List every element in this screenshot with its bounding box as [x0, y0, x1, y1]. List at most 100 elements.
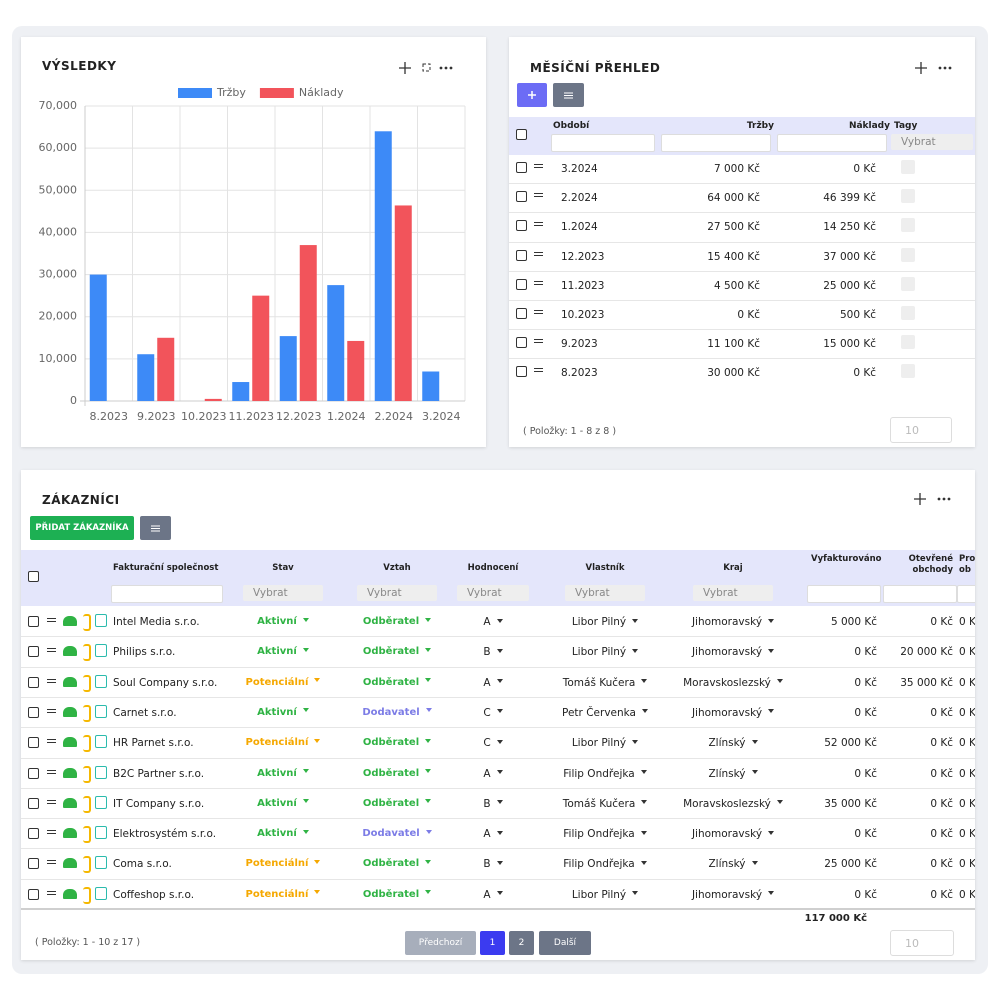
- add-contact-icon[interactable]: [63, 858, 77, 869]
- filter-input[interactable]: [777, 134, 887, 152]
- dropdown-caret[interactable]: [425, 708, 432, 715]
- dropdown-caret[interactable]: [302, 829, 309, 837]
- invoice-icon[interactable]: [83, 856, 91, 874]
- dropdown-caret[interactable]: [314, 890, 321, 897]
- dropdown-caret[interactable]: [425, 859, 432, 867]
- widget-tools[interactable]: [913, 61, 963, 75]
- checkbox[interactable]: [28, 828, 39, 840]
- filter-select[interactable]: Vybrat: [891, 134, 973, 150]
- next-button[interactable]: Další: [539, 931, 591, 955]
- calendar-icon[interactable]: [95, 735, 107, 749]
- filter-input[interactable]: [883, 585, 957, 603]
- invoice-icon[interactable]: [83, 765, 91, 783]
- checkbox[interactable]: [516, 220, 527, 232]
- dropdown-caret[interactable]: [302, 617, 309, 625]
- checkbox[interactable]: [28, 706, 39, 718]
- checkbox[interactable]: [28, 616, 39, 627]
- invoice-icon[interactable]: [83, 644, 91, 662]
- toolbar-buttons[interactable]: [517, 83, 587, 109]
- filter-select[interactable]: Vybrat: [457, 585, 529, 601]
- checkbox[interactable]: [516, 249, 527, 261]
- page-button[interactable]: 1: [480, 931, 505, 955]
- calendar-icon[interactable]: [95, 826, 107, 840]
- dropdown-caret[interactable]: [768, 618, 775, 626]
- dropdown-caret[interactable]: [496, 891, 503, 898]
- checkbox[interactable]: [516, 129, 527, 140]
- dropdown-caret[interactable]: [632, 891, 639, 898]
- add-tag-button[interactable]: [901, 335, 915, 350]
- calendar-icon[interactable]: [95, 765, 107, 779]
- dropdown-caret[interactable]: [496, 739, 503, 747]
- filter-select[interactable]: Vybrat: [565, 585, 645, 601]
- dropdown-caret[interactable]: [640, 860, 647, 868]
- add-contact-icon[interactable]: [63, 616, 77, 626]
- dropdown-caret[interactable]: [632, 739, 639, 747]
- invoice-icon[interactable]: [83, 886, 91, 904]
- dropdown-caret[interactable]: [425, 647, 432, 655]
- checkbox[interactable]: [28, 888, 39, 900]
- checkbox[interactable]: [516, 191, 527, 203]
- checkbox[interactable]: [28, 676, 39, 688]
- invoice-icon[interactable]: [83, 614, 91, 631]
- add-contact-icon[interactable]: [63, 706, 77, 717]
- dropdown-caret[interactable]: [425, 738, 432, 746]
- dropdown-caret[interactable]: [641, 800, 648, 807]
- dropdown-caret[interactable]: [425, 617, 432, 625]
- calendar-icon[interactable]: [95, 856, 107, 870]
- calendar-icon[interactable]: [95, 704, 107, 718]
- dropdown-caret[interactable]: [641, 709, 648, 716]
- checkbox[interactable]: [516, 162, 527, 173]
- widget-tools[interactable]: [912, 492, 962, 506]
- checkbox[interactable]: [516, 278, 527, 290]
- dropdown-caret[interactable]: [302, 708, 309, 715]
- dropdown-caret[interactable]: [768, 709, 775, 716]
- dropdown-caret[interactable]: [314, 738, 321, 746]
- add-tag-button[interactable]: [901, 160, 915, 174]
- add-contact-icon[interactable]: [63, 737, 77, 748]
- add-tag-button[interactable]: [901, 276, 915, 291]
- add-tag-button[interactable]: [901, 306, 915, 320]
- add-contact-icon[interactable]: [63, 676, 77, 687]
- checkbox[interactable]: [516, 308, 527, 319]
- invoice-icon[interactable]: [83, 795, 91, 813]
- filter-select[interactable]: Vybrat: [693, 585, 773, 601]
- checkbox[interactable]: [28, 858, 39, 870]
- add-tag-button[interactable]: [901, 247, 915, 262]
- dropdown-caret[interactable]: [302, 769, 309, 776]
- calendar-icon[interactable]: [95, 644, 107, 658]
- dropdown-caret[interactable]: [776, 679, 783, 686]
- dropdown-caret[interactable]: [496, 800, 503, 807]
- add-contact-icon[interactable]: [63, 797, 77, 808]
- checkbox[interactable]: [28, 571, 39, 582]
- dropdown-caret[interactable]: [496, 679, 503, 686]
- dropdown-caret[interactable]: [425, 890, 432, 897]
- dropdown-caret[interactable]: [496, 770, 503, 777]
- checkbox[interactable]: [28, 797, 39, 809]
- dropdown-caret[interactable]: [496, 648, 503, 656]
- dropdown-caret[interactable]: [640, 830, 647, 838]
- add-contact-icon[interactable]: [63, 888, 77, 899]
- dropdown-caret[interactable]: [496, 709, 503, 716]
- dropdown-caret[interactable]: [425, 829, 432, 837]
- prev-button[interactable]: Předchozí: [405, 931, 476, 955]
- page-size-select[interactable]: 10: [890, 417, 952, 443]
- dropdown-caret[interactable]: [302, 799, 309, 806]
- checkbox[interactable]: [28, 767, 39, 779]
- dropdown-caret[interactable]: [496, 860, 503, 868]
- widget-tools[interactable]: [397, 61, 467, 75]
- dropdown-caret[interactable]: [496, 830, 503, 838]
- invoice-icon[interactable]: [83, 674, 91, 692]
- filter-input[interactable]: [551, 134, 655, 152]
- invoice-icon[interactable]: [83, 704, 91, 722]
- checkbox[interactable]: [28, 737, 39, 749]
- calendar-icon[interactable]: [95, 614, 107, 627]
- dropdown-caret[interactable]: [768, 891, 775, 898]
- dropdown-caret[interactable]: [751, 770, 758, 777]
- filter-select[interactable]: Vybrat: [357, 585, 437, 601]
- dropdown-caret[interactable]: [425, 769, 432, 776]
- page-size-select[interactable]: 10: [890, 930, 954, 956]
- menu-button[interactable]: [140, 516, 172, 541]
- calendar-icon[interactable]: [95, 886, 107, 900]
- dropdown-caret[interactable]: [314, 678, 321, 685]
- checkbox[interactable]: [516, 366, 527, 378]
